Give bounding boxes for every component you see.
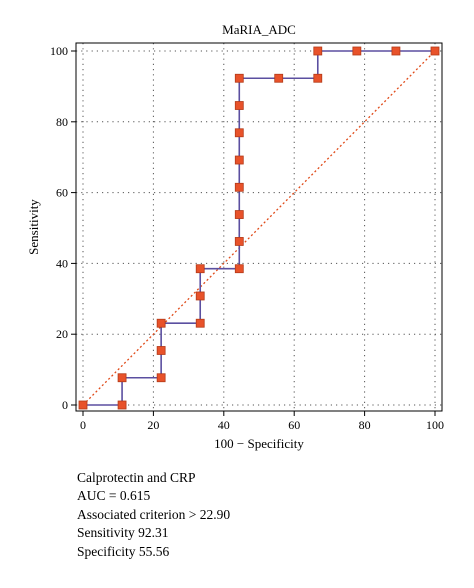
roc-point	[195, 318, 205, 328]
stats-panel: Calprotectin and CRP AUC = 0.615 Associa…	[77, 469, 230, 561]
x-axis-label: 100 − Specificity	[214, 436, 304, 451]
sensitivity-value: Sensitivity 92.31	[77, 525, 169, 541]
roc-markers	[78, 46, 440, 410]
roc-point	[117, 373, 127, 383]
roc-point	[313, 46, 323, 56]
auc-value: AUC = 0.615	[77, 488, 151, 504]
roc-point	[391, 46, 401, 56]
x-tick-label: 20	[147, 418, 159, 432]
grid	[76, 43, 442, 411]
roc-point	[195, 291, 205, 301]
specificity-value: Specificity 55.56	[77, 543, 170, 559]
roc-point	[352, 46, 362, 56]
x-tick-label: 80	[359, 418, 371, 432]
roc-point	[234, 101, 244, 110]
reference-diagonal	[82, 50, 436, 406]
roc-point	[156, 373, 166, 383]
x-axis-ticks: 0 20 40 60 80 100	[80, 411, 444, 432]
y-tick-label: 60	[56, 186, 68, 200]
roc-point	[234, 210, 244, 219]
roc-point	[195, 264, 205, 274]
roc-point	[430, 46, 440, 56]
roc-point	[234, 155, 244, 165]
y-tick-label: 80	[56, 115, 68, 129]
roc-point	[156, 346, 166, 355]
x-tick-label: 60	[288, 418, 300, 432]
x-tick-label: 100	[426, 418, 444, 432]
roc-point	[274, 73, 284, 83]
roc-point	[234, 237, 244, 246]
roc-point	[78, 400, 88, 410]
roc-point	[313, 73, 323, 83]
model-name: Calprotectin and CRP	[77, 470, 196, 485]
y-tick-label: 100	[50, 44, 68, 58]
plot-frame	[75, 42, 443, 412]
roc-point	[117, 400, 127, 410]
roc-chart: MaRIA_ADC 0 20 40 60 80 100 0 20 40 60 80 100 100 …	[26, 22, 444, 451]
y-axis-label: Sensitivity	[26, 199, 41, 255]
associated-criterion: Associated criterion > 22.90	[77, 506, 231, 522]
chart-title: MaRIA_ADC	[222, 22, 296, 37]
y-axis-ticks: 0 20 40 60 80 100	[50, 44, 76, 412]
roc-point	[156, 318, 166, 328]
roc-point	[234, 182, 244, 192]
roc-point	[234, 128, 244, 138]
x-tick-label: 0	[80, 418, 86, 432]
x-tick-label: 40	[218, 418, 230, 432]
y-tick-label: 20	[56, 327, 68, 341]
roc-point	[234, 264, 244, 274]
roc-point	[234, 73, 244, 83]
y-tick-label: 0	[62, 398, 68, 412]
y-tick-label: 40	[56, 256, 68, 270]
